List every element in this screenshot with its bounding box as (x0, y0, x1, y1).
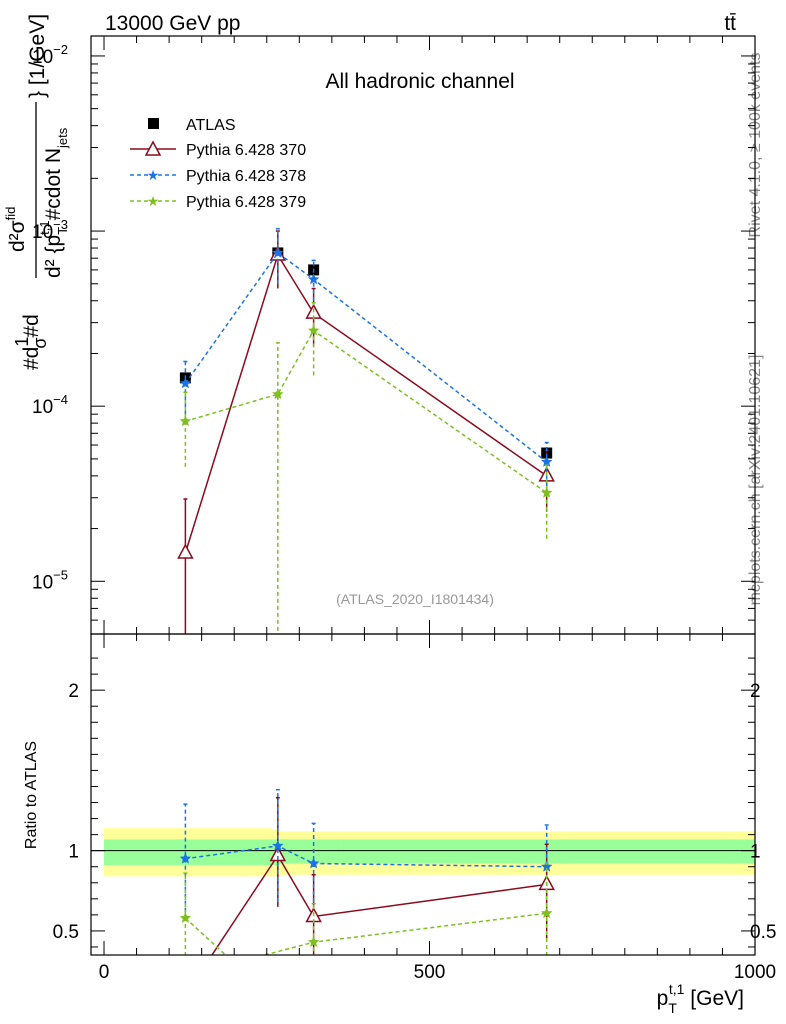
ratio-data-layer (91, 788, 755, 955)
ratio-ytick-label-right-1: 1 (750, 842, 761, 863)
main-axis-ticks: 10−5 10−4 10−3 10−2 (32, 36, 756, 634)
ylabel-part-unit: } [1/GeV] (26, 14, 49, 98)
ratio-xtick-label-2: 1000 (734, 962, 776, 983)
legend-marker-atlas (148, 118, 159, 129)
ratio-band-inner-3 (341, 839, 755, 864)
main-panel: 10−5 10−4 10−3 10−2 All hadronic channel (A… (3, 14, 756, 635)
ratio-point-p378-0 (179, 852, 192, 864)
ylabel-part-fid: fid (3, 207, 18, 221)
main-line-p379 (185, 329, 548, 494)
ratio-panel: 0.5 0.5 1 1 2 2 0 500 1000 Ratio to ATLAS pTt,1 … (23, 633, 776, 1016)
main-point-p378-1 (272, 246, 284, 258)
ratio-ytick-label-left-0: 0.5 (53, 922, 79, 943)
main-ytick-label-0: 10−5 (32, 567, 68, 593)
ylabel-part-d2: #d (20, 314, 43, 337)
xlabel-part-T: T (668, 1000, 677, 1016)
ylabel-part-T: T (55, 227, 70, 235)
ylabel-part-d2p: d² {p (42, 235, 65, 278)
chart-title: All hadronic channel (325, 70, 514, 93)
ratio-plot-frame (90, 633, 756, 956)
ylabel-part-one: 1 (12, 337, 32, 347)
ylabel-part-cdot: #cdot N (42, 148, 65, 220)
main-ytick-label-2: 10−3 (32, 217, 68, 243)
xlabel-part-unit: [GeV] (684, 987, 744, 1010)
ratio-line-p379 (184, 912, 547, 955)
ratio-ytick-label-left-1: 1 (68, 842, 79, 863)
ratio-ytick-label-right-2: 2 (750, 681, 761, 702)
xlabel-part-t1: t,1 (669, 981, 685, 997)
ratio-line-p370 (211, 854, 547, 955)
xlabel-part-p: p (657, 987, 669, 1010)
main-y-axis-label: #d1σ#d d²σfid d² {pTt,1#cdot Njets } [1/… (3, 14, 70, 370)
main-point-p378-3 (541, 456, 553, 467)
reference-label: (ATLAS_2020_I1801434) (336, 591, 494, 607)
ratio-point-p370-1 (269, 845, 287, 862)
svg-text:d²σfid: d²σfid (3, 207, 29, 252)
ylabel-part-jets: jets (55, 127, 70, 149)
legend-label-p370: Pythia 6.428 370 (186, 142, 306, 159)
legend-marker-p379: ★ (147, 193, 160, 209)
ylabel-part-t1: t,1 (37, 220, 52, 234)
ratio-point-p378-1 (272, 839, 284, 851)
ratio-point-p379-3 (541, 907, 553, 919)
energy-label: 13000 GeV pp (105, 12, 240, 35)
ylabel-part-d2sigma: d²σ (6, 220, 29, 252)
ratio-axis-ticks: 0.5 0.5 1 1 2 2 0 500 1000 (53, 634, 776, 983)
ylabel-part-d: #d (20, 347, 43, 370)
legend: ATLAS Pythia 6.428 370 ★ Pythia 6.428 37… (130, 117, 306, 211)
main-ytick-label-3: 10−2 (32, 42, 68, 68)
main-point-p379-1 (272, 388, 284, 400)
legend-label-atlas: ATLAS (186, 117, 236, 134)
main-point-p379-2 (307, 324, 320, 336)
main-point-p378-0 (179, 377, 192, 389)
ratio-line-p378 (185, 845, 547, 868)
main-point-p379-0 (179, 415, 192, 427)
ratio-point-p378-3 (541, 860, 553, 872)
legend-marker-p370 (144, 140, 162, 156)
process-label: tt̄ (724, 12, 736, 35)
ratio-point-p379-2 (307, 936, 320, 947)
main-point-p378-2 (307, 273, 320, 285)
main-data-layer (177, 228, 555, 634)
ylabel-part-sigma: σ (30, 338, 50, 349)
main-point-p379-3 (541, 486, 553, 498)
svg-text:d² {pTt,1#cdot Njets: d² {pTt,1#cdot Njets (37, 127, 70, 278)
ratio-point-p379-0 (179, 912, 192, 923)
legend-marker-p378: ★ (147, 167, 160, 183)
ratio-ytick-label-left-2: 2 (68, 681, 79, 702)
main-point-p370-0 (177, 543, 194, 559)
x-axis-label: pTt,1 [GeV] (657, 981, 744, 1016)
main-line-p378 (184, 251, 548, 463)
ratio-y-axis-label: Ratio to ATLAS (23, 741, 40, 849)
main-ytick-label-1: 10−4 (32, 392, 68, 418)
svg-text:#d1σ#d: #d1σ#d (12, 314, 50, 370)
svg-text:pTt,1 [GeV]: pTt,1 [GeV] (657, 981, 744, 1016)
ratio-ytick-label-right-0: 0.5 (750, 922, 776, 943)
svg-text:} [1/GeV]: } [1/GeV] (26, 14, 49, 98)
legend-label-p379: Pythia 6.428 379 (186, 194, 306, 211)
legend-label-p378: Pythia 6.428 378 (186, 168, 306, 185)
main-line-p370 (184, 253, 548, 554)
ratio-xtick-label-1: 500 (414, 962, 446, 983)
ratio-xtick-label-0: 0 (99, 962, 110, 983)
ratio-point-p378-2 (307, 857, 320, 869)
